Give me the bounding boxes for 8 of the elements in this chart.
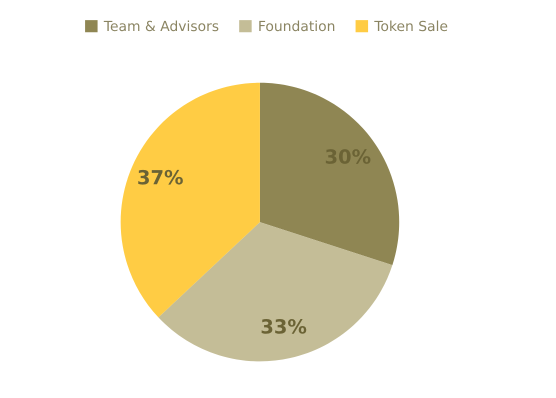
data-label: 33% [262,319,306,334]
pie-slice [120,82,260,318]
legend-label: Team & Advisors [104,20,218,32]
legend-label: Foundation [259,20,334,32]
data-label: 37% [138,170,183,185]
pie-slice [158,222,392,362]
legend-label: Token Sale [374,20,448,32]
pie-slice [260,82,400,266]
